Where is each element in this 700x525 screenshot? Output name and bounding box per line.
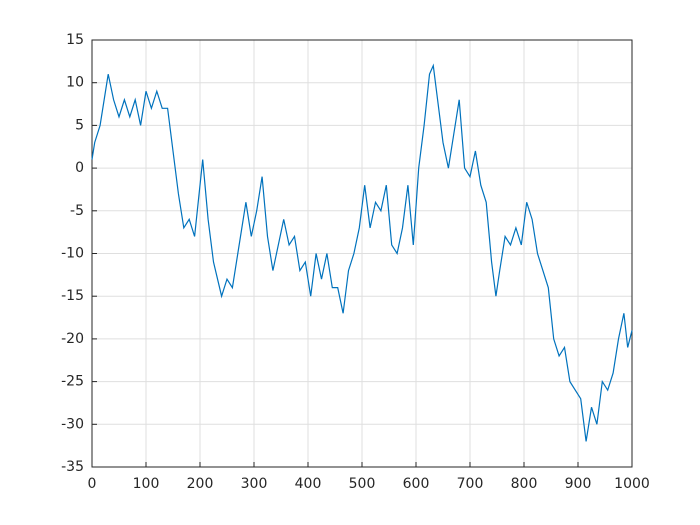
y-tick-label: 15 bbox=[66, 32, 84, 48]
x-tick-label: 600 bbox=[403, 476, 430, 492]
y-tick-label: -15 bbox=[61, 288, 84, 304]
y-tick-label: -10 bbox=[61, 246, 84, 262]
axes-box bbox=[91, 39, 633, 468]
x-tick-label: 0 bbox=[88, 476, 97, 492]
x-tick-label: 700 bbox=[457, 476, 484, 492]
data-line bbox=[91, 63, 633, 442]
x-tick-label: 400 bbox=[295, 476, 322, 492]
y-tick-label: 10 bbox=[66, 75, 84, 91]
y-tick-label: 0 bbox=[75, 160, 84, 176]
y-tick-label: -30 bbox=[61, 416, 84, 432]
x-tick-label: 200 bbox=[187, 476, 214, 492]
x-tick-label: 900 bbox=[565, 476, 592, 492]
y-tick-label: -5 bbox=[70, 203, 84, 219]
x-tick-label: 800 bbox=[511, 476, 538, 492]
y-tick-label: -20 bbox=[61, 331, 84, 347]
y-tick-label: -25 bbox=[61, 374, 84, 390]
x-tick-label: 300 bbox=[241, 476, 268, 492]
y-tick-label: 5 bbox=[75, 117, 84, 133]
x-tick-label: 500 bbox=[349, 476, 376, 492]
x-tick-label: 100 bbox=[133, 476, 160, 492]
x-tick-label: 1000 bbox=[614, 476, 650, 492]
y-tick-label: -35 bbox=[61, 459, 84, 475]
